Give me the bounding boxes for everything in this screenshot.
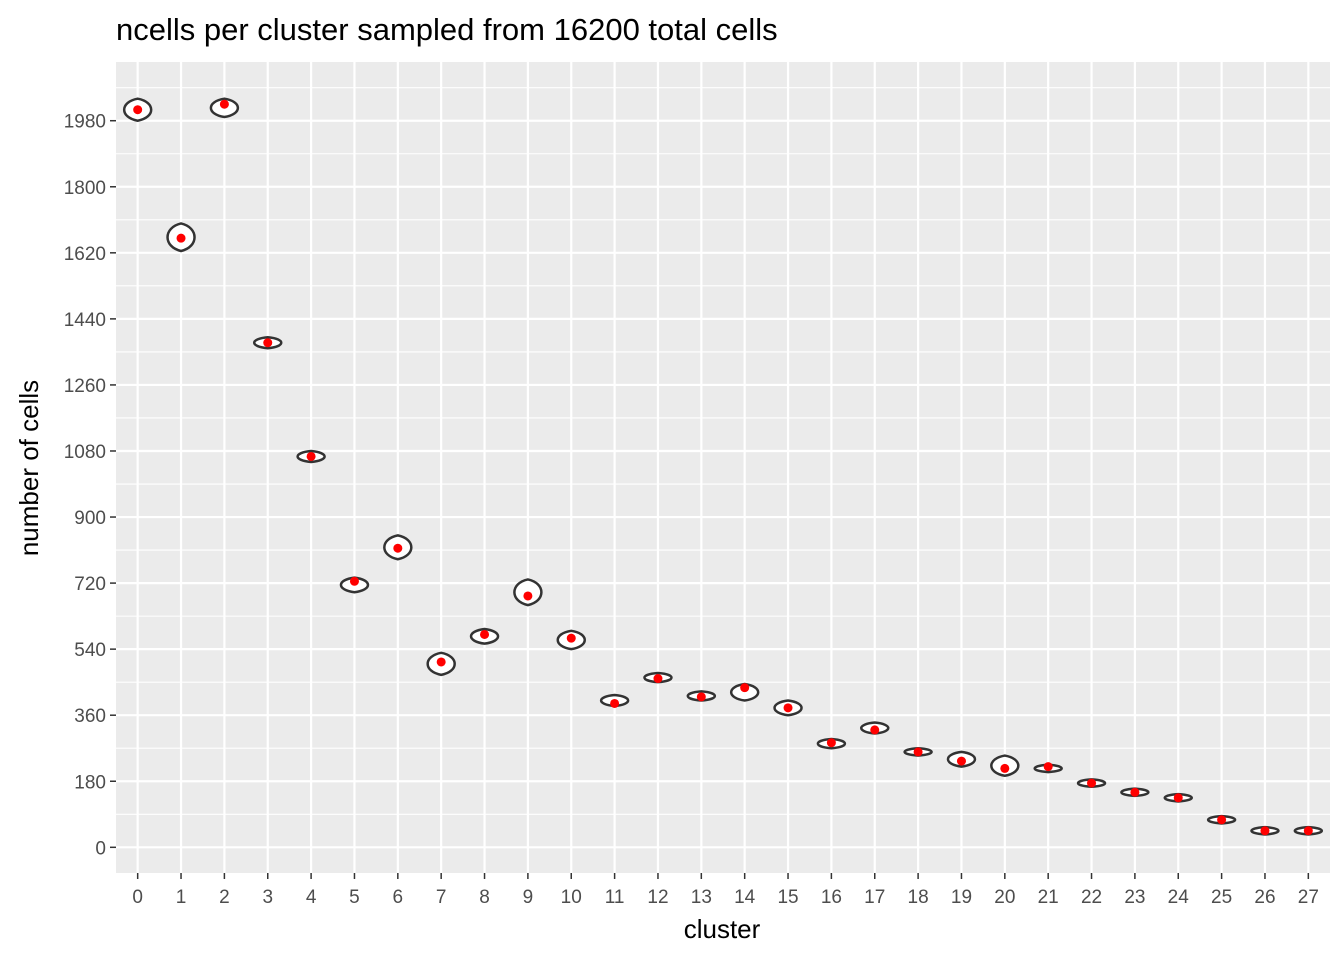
mean-point	[826, 738, 836, 748]
x-tick-label: 22	[1081, 887, 1102, 908]
x-tick-label: 13	[691, 887, 712, 908]
mean-point	[1217, 815, 1227, 825]
x-tick-label: 9	[523, 887, 534, 908]
x-tick-label: 10	[561, 887, 582, 908]
x-axis: 0 1 2 3 4 5 6 7 8 9 10 11 12 13 14 15 16 17 18 19 20 21 22 23 24…	[132, 873, 1319, 908]
mean-point	[219, 99, 229, 109]
x-tick-label: 6	[393, 887, 404, 908]
x-tick-label: 18	[908, 887, 929, 908]
x-tick-label: 17	[864, 887, 885, 908]
mean-point	[133, 105, 143, 115]
y-axis-title: number of cells	[14, 380, 44, 556]
y-tick-label: 720	[74, 574, 106, 595]
x-tick-label: 8	[479, 887, 490, 908]
mean-point	[1130, 787, 1140, 797]
y-tick-label: 1620	[64, 244, 106, 265]
y-tick-label: 1440	[64, 310, 106, 331]
mean-point	[436, 657, 446, 667]
x-tick-label: 5	[349, 887, 360, 908]
x-tick-label: 1	[176, 887, 187, 908]
y-axis: 0 180 360 540 720 900 1080 1260 1440 1620 1800 1980	[64, 112, 116, 859]
y-tick-label: 540	[74, 640, 106, 661]
mean-point	[870, 725, 880, 735]
chart-title: ncells per cluster sampled from 16200 to…	[116, 12, 778, 47]
mean-point	[913, 747, 923, 757]
mean-point	[480, 629, 490, 639]
mean-point	[956, 756, 966, 766]
y-tick-label: 1080	[64, 442, 106, 463]
mean-point	[1260, 826, 1270, 836]
violin-shape	[729, 682, 760, 702]
x-tick-label: 15	[777, 887, 798, 908]
y-tick-label: 1260	[64, 376, 106, 397]
x-tick-label: 2	[219, 887, 230, 908]
y-tick-label: 360	[74, 706, 106, 727]
x-tick-label: 25	[1211, 887, 1232, 908]
x-tick-label: 7	[436, 887, 447, 908]
x-tick-label: 20	[994, 887, 1015, 908]
x-tick-label: 24	[1168, 887, 1190, 908]
x-tick-label: 16	[821, 887, 842, 908]
mean-point	[566, 633, 576, 643]
x-axis-title: cluster	[684, 914, 761, 944]
mean-point	[696, 692, 706, 702]
y-tick-label: 1800	[64, 178, 106, 199]
x-tick-label: 0	[132, 887, 143, 908]
x-tick-label: 3	[262, 887, 273, 908]
mean-point	[653, 674, 663, 684]
x-tick-label: 27	[1298, 887, 1319, 908]
mean-point	[1173, 793, 1183, 803]
y-tick-label: 180	[74, 772, 106, 793]
mean-point	[610, 698, 620, 708]
mean-point	[393, 543, 403, 553]
mean-point	[263, 338, 273, 348]
y-tick-label: 900	[74, 508, 106, 529]
gridlines	[116, 62, 1330, 873]
x-tick-label: 23	[1124, 887, 1145, 908]
x-tick-label: 26	[1254, 887, 1275, 908]
x-tick-label: 12	[647, 887, 668, 908]
x-tick-label: 19	[951, 887, 972, 908]
x-tick-label: 21	[1038, 887, 1059, 908]
mean-point	[1303, 826, 1313, 836]
mean-points	[133, 99, 1313, 836]
mean-point	[740, 683, 750, 693]
x-tick-label: 14	[734, 887, 756, 908]
mean-point	[176, 233, 186, 243]
plot-panel	[116, 62, 1330, 873]
y-tick-label: 0	[95, 838, 106, 859]
mean-point	[1043, 762, 1053, 772]
mean-point	[783, 703, 793, 713]
y-tick-label: 1980	[64, 112, 106, 133]
mean-point	[1087, 778, 1097, 788]
mean-point	[523, 591, 533, 601]
x-tick-label: 11	[605, 887, 625, 908]
mean-point	[306, 451, 316, 461]
x-tick-label: 4	[306, 887, 317, 908]
mean-point	[1000, 763, 1010, 773]
mean-point	[349, 576, 359, 586]
